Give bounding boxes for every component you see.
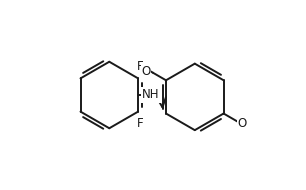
Text: F: F bbox=[137, 117, 143, 130]
Text: NH: NH bbox=[142, 89, 160, 101]
Text: O: O bbox=[238, 116, 247, 130]
Text: O: O bbox=[141, 65, 151, 78]
Text: F: F bbox=[137, 60, 143, 73]
